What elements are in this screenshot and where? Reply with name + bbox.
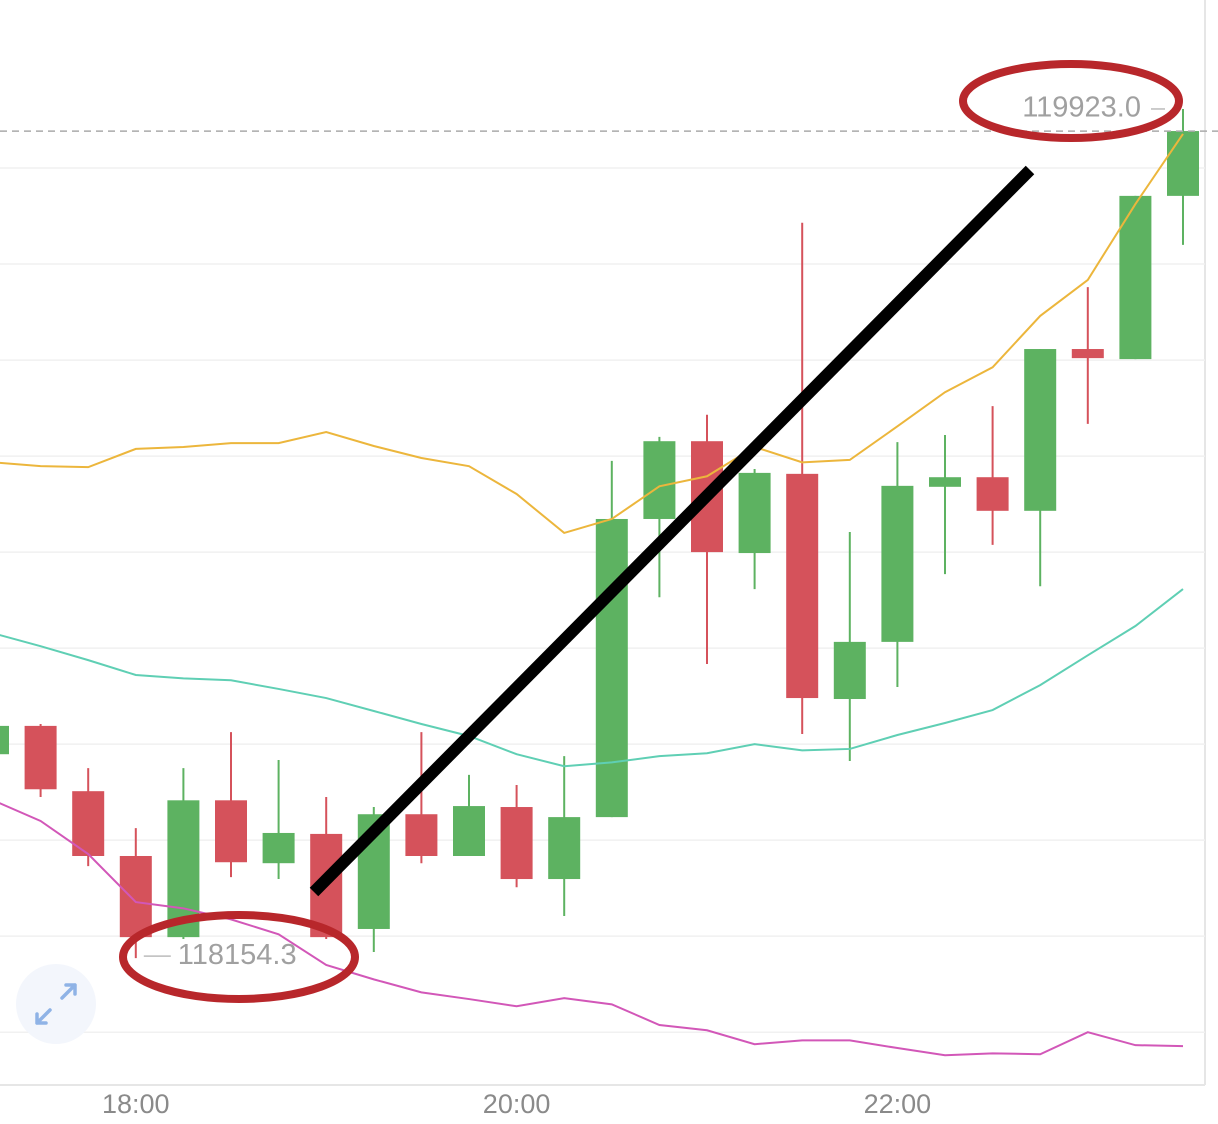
candle-body: [500, 807, 533, 880]
expand-button-bg[interactable]: [16, 964, 96, 1044]
candle-body: [0, 725, 9, 755]
candle-body: [976, 477, 1009, 511]
min-label: 118154.3: [178, 939, 297, 971]
max-label: 119923.0: [1022, 92, 1141, 124]
expand-icon[interactable]: [35, 983, 77, 1025]
indicator-line: [0, 588, 1184, 768]
candle-body: [262, 832, 295, 864]
candle-body: [881, 485, 914, 642]
annotations: [16, 60, 1183, 1044]
candle-body: [1167, 131, 1199, 196]
candle-body: [453, 806, 485, 856]
candle-body: [1024, 349, 1057, 511]
highlight-ellipse: [959, 60, 1183, 142]
candle-body: [548, 817, 581, 880]
candle-body: [833, 641, 866, 700]
candle-body: [215, 800, 247, 863]
plot-frame: [0, 0, 1206, 1086]
candle-body: [738, 472, 771, 554]
highlight-ellipse: [119, 911, 359, 1003]
candle-body: [1119, 195, 1152, 360]
candle-body: [595, 518, 628, 818]
candle-body: [119, 855, 152, 938]
indicator-line: [0, 802, 1184, 1057]
candle-body: [643, 441, 676, 519]
candle-body: [72, 791, 105, 856]
trend-line: [309, 165, 1035, 897]
candle-body: [405, 814, 438, 856]
candle-body: [929, 477, 961, 487]
x-tick-label: 20:00: [483, 1089, 551, 1119]
candle-body: [1071, 349, 1104, 359]
plot: 18:00 20:00 22:00 119923.0 118154.3: [0, 92, 1218, 1119]
candle-body: [24, 725, 57, 790]
candle-body: [786, 473, 819, 699]
x-tick-label: 18:00: [102, 1089, 170, 1119]
x-tick-label: 22:00: [864, 1089, 932, 1119]
expand-button[interactable]: [16, 964, 96, 1044]
indicator-line: [0, 133, 1184, 535]
